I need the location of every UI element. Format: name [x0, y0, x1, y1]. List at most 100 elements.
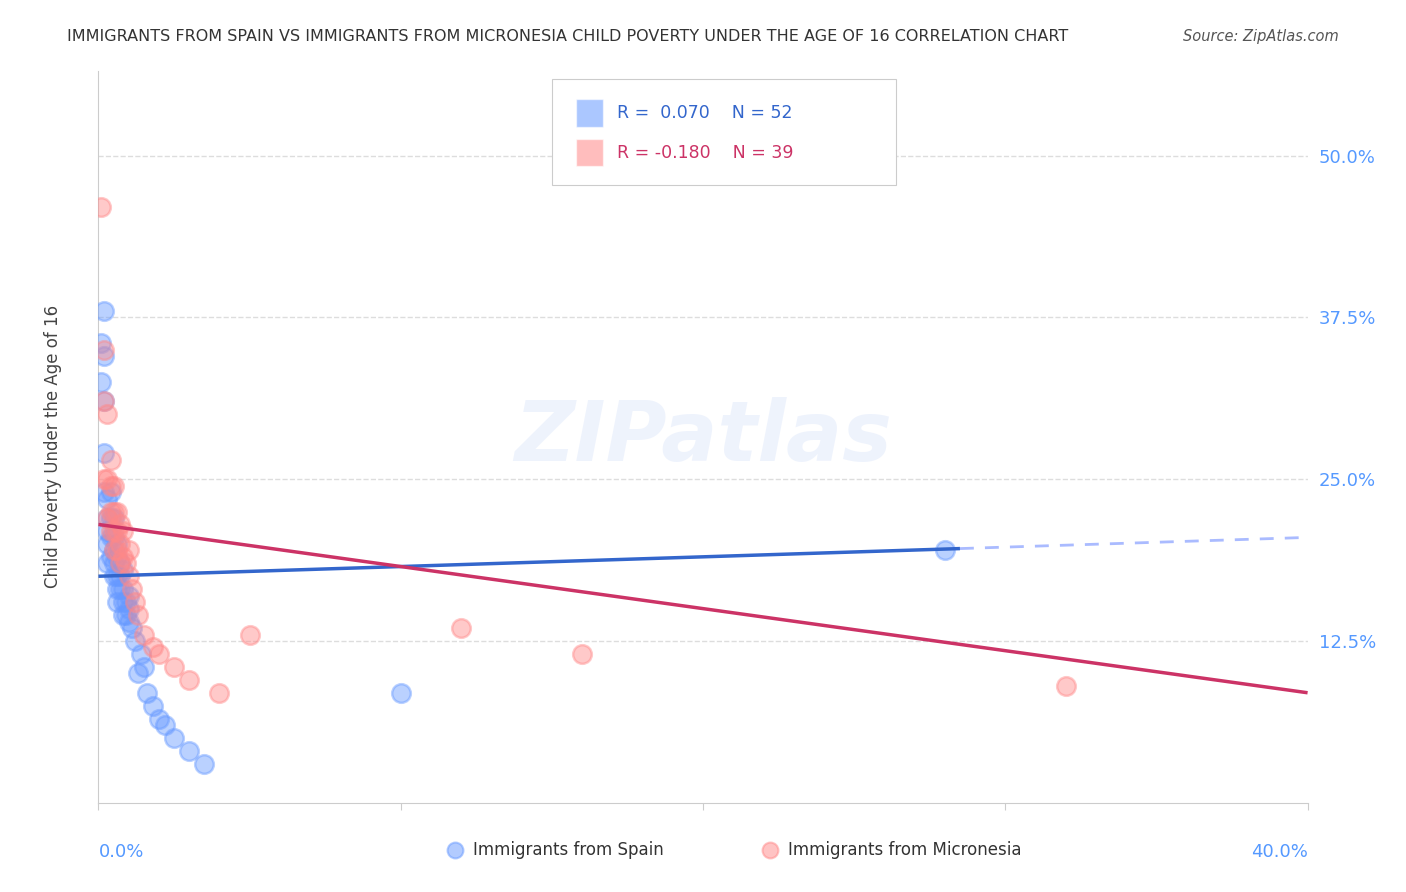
Point — [142, 640, 165, 655]
Point — [100, 504, 122, 518]
Point — [105, 524, 128, 538]
Point — [100, 530, 122, 544]
Point — [103, 543, 125, 558]
Point — [135, 686, 157, 700]
Point — [105, 569, 128, 583]
Point — [93, 343, 115, 357]
Point — [100, 478, 122, 492]
FancyBboxPatch shape — [576, 138, 603, 167]
Point — [153, 718, 176, 732]
Point — [148, 712, 170, 726]
Point — [100, 511, 122, 525]
Point — [105, 543, 128, 558]
Point — [193, 756, 215, 771]
Point — [100, 524, 122, 538]
Point — [179, 744, 201, 758]
Point — [121, 582, 143, 597]
Point — [163, 660, 186, 674]
Point — [108, 557, 131, 571]
Point — [111, 595, 134, 609]
Point — [108, 582, 131, 597]
Point — [103, 530, 125, 544]
Point — [239, 627, 262, 641]
Point — [148, 647, 170, 661]
Point — [103, 557, 125, 571]
Point — [127, 608, 149, 623]
Point — [163, 731, 186, 745]
Point — [114, 595, 136, 609]
Text: 0.0%: 0.0% — [98, 843, 143, 861]
Point — [105, 537, 128, 551]
Point — [90, 200, 112, 214]
Point — [108, 517, 131, 532]
Point — [118, 615, 141, 629]
Point — [571, 647, 593, 661]
Point — [111, 549, 134, 564]
Point — [132, 660, 155, 674]
Point — [114, 557, 136, 571]
Point — [108, 569, 131, 583]
Point — [93, 303, 115, 318]
Point — [108, 537, 131, 551]
Point — [103, 511, 125, 525]
Point — [118, 589, 141, 603]
Point — [100, 485, 122, 500]
Text: Immigrants from Micronesia: Immigrants from Micronesia — [787, 841, 1021, 859]
Point — [124, 634, 146, 648]
Point — [132, 627, 155, 641]
Point — [105, 595, 128, 609]
Text: Child Poverty Under the Age of 16: Child Poverty Under the Age of 16 — [45, 304, 62, 588]
FancyBboxPatch shape — [551, 78, 897, 185]
Point — [129, 647, 152, 661]
Text: 40.0%: 40.0% — [1251, 843, 1308, 861]
Point — [389, 686, 412, 700]
Point — [118, 543, 141, 558]
Point — [111, 608, 134, 623]
Point — [1054, 679, 1077, 693]
Point — [90, 375, 112, 389]
Point — [96, 537, 118, 551]
Point — [103, 543, 125, 558]
Point — [93, 394, 115, 409]
Point — [96, 524, 118, 538]
Point — [103, 504, 125, 518]
Point — [96, 557, 118, 571]
Text: Source: ZipAtlas.com: Source: ZipAtlas.com — [1182, 29, 1339, 44]
Point — [179, 673, 201, 687]
Point — [96, 511, 118, 525]
Point — [127, 666, 149, 681]
Point — [90, 336, 112, 351]
Point — [105, 504, 128, 518]
Point — [208, 686, 231, 700]
Point — [118, 569, 141, 583]
Text: IMMIGRANTS FROM SPAIN VS IMMIGRANTS FROM MICRONESIA CHILD POVERTY UNDER THE AGE : IMMIGRANTS FROM SPAIN VS IMMIGRANTS FROM… — [67, 29, 1069, 44]
Point — [96, 472, 118, 486]
Point — [105, 582, 128, 597]
Point — [118, 601, 141, 615]
Point — [979, 880, 1001, 892]
Point — [111, 582, 134, 597]
Text: ZIPatlas: ZIPatlas — [515, 397, 891, 477]
Point — [108, 557, 131, 571]
Point — [450, 621, 472, 635]
Point — [105, 549, 128, 564]
Point — [96, 511, 118, 525]
Point — [93, 349, 115, 363]
FancyBboxPatch shape — [576, 99, 603, 128]
Point — [103, 569, 125, 583]
Point — [96, 491, 118, 506]
Point — [103, 524, 125, 538]
Point — [100, 452, 122, 467]
Point — [93, 394, 115, 409]
Point — [100, 549, 122, 564]
Point — [93, 485, 115, 500]
Text: R = -0.180    N = 39: R = -0.180 N = 39 — [617, 144, 793, 161]
Point — [93, 472, 115, 486]
Point — [96, 408, 118, 422]
Text: R =  0.070    N = 52: R = 0.070 N = 52 — [617, 104, 793, 122]
Point — [934, 543, 956, 558]
Point — [121, 621, 143, 635]
Point — [142, 698, 165, 713]
Point — [114, 608, 136, 623]
Point — [103, 478, 125, 492]
